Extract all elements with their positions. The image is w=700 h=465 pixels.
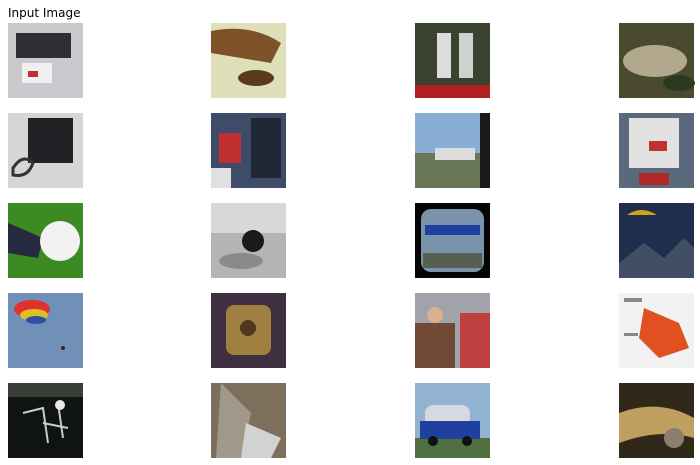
image-tile [8,293,83,368]
image-tile [211,293,286,368]
image-tile [415,293,490,368]
image-tile [211,203,286,278]
image-tile [415,203,490,278]
image-tile [619,293,694,368]
image-tile [8,113,83,188]
image-tile [211,113,286,188]
image-tile [619,383,694,458]
image-tile [8,383,83,458]
image-tile [619,23,695,98]
image-tile [619,113,694,188]
image-tile [415,113,490,188]
image-tile [415,23,490,98]
image-tile [8,203,83,278]
figure-title: Input Image [8,6,80,20]
image-tile [619,203,694,278]
image-tile [211,23,286,98]
image-tile [8,23,83,98]
image-tile [211,383,286,458]
image-tile [415,383,490,458]
